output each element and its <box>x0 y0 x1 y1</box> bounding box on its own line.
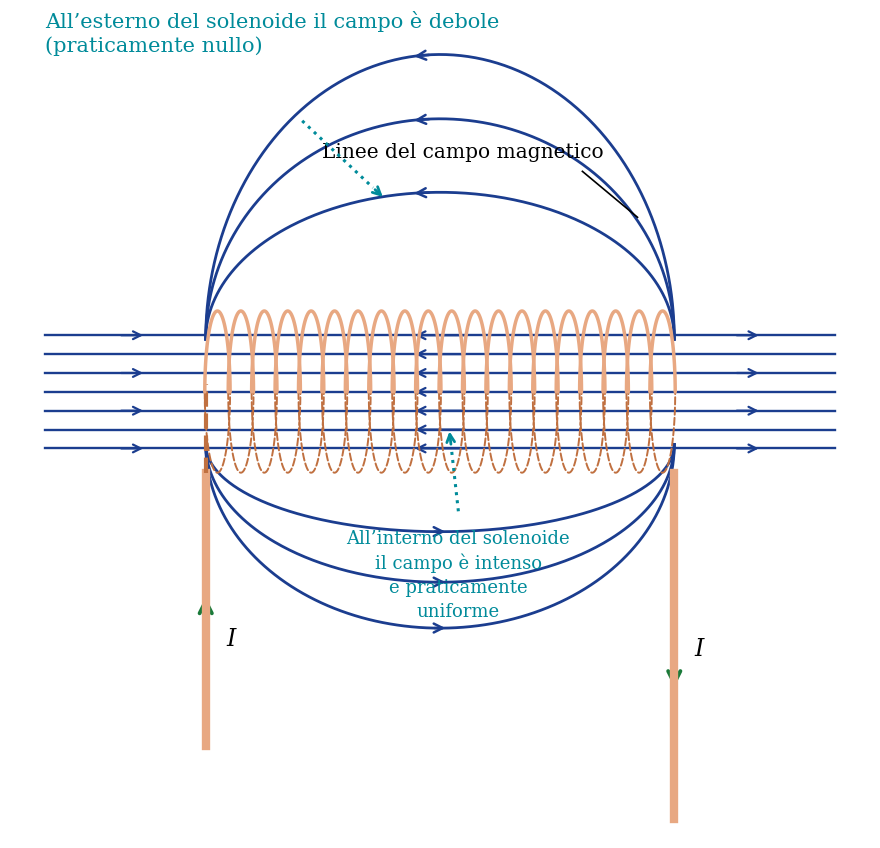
Text: Linee del campo magnetico: Linee del campo magnetico <box>322 143 604 163</box>
Text: All’interno del solenoide
il campo è intenso
e praticamente
uniforme: All’interno del solenoide il campo è int… <box>347 530 570 621</box>
Text: All’esterno del solenoide il campo è debole
(praticamente nullo): All’esterno del solenoide il campo è deb… <box>45 10 499 56</box>
Text: I: I <box>694 638 704 661</box>
Text: I: I <box>226 628 235 651</box>
